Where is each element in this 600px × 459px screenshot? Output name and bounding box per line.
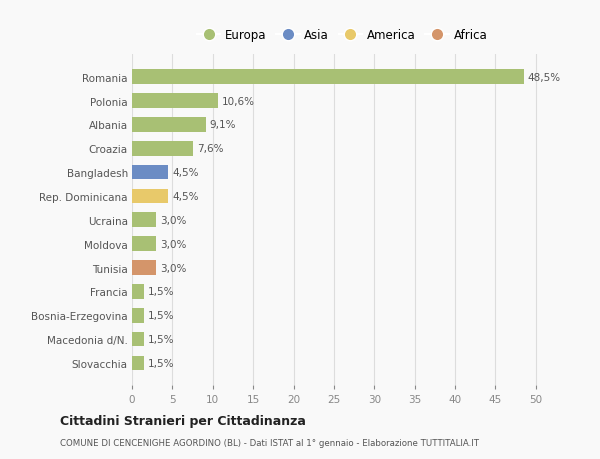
Bar (132, 165, 169, 180)
Bar (132, 332, 144, 347)
Text: 1,5%: 1,5% (148, 334, 175, 344)
Text: 9,1%: 9,1% (209, 120, 236, 130)
Bar (132, 261, 156, 275)
Bar (132, 213, 156, 228)
Bar (132, 308, 144, 323)
Text: 4,5%: 4,5% (172, 191, 199, 202)
Text: 3,0%: 3,0% (160, 215, 187, 225)
Text: 7,6%: 7,6% (197, 144, 224, 154)
Legend: Europa, Asia, America, Africa: Europa, Asia, America, Africa (192, 25, 492, 47)
Bar (132, 94, 218, 109)
Text: Cittadini Stranieri per Cittadinanza: Cittadini Stranieri per Cittadinanza (60, 414, 306, 428)
Bar (132, 285, 144, 299)
Bar (132, 189, 169, 204)
Bar (132, 70, 524, 85)
Text: 48,5%: 48,5% (528, 73, 561, 83)
Bar (132, 141, 193, 156)
Text: 4,5%: 4,5% (172, 168, 199, 178)
Text: 1,5%: 1,5% (148, 311, 175, 320)
Text: 10,6%: 10,6% (221, 96, 254, 106)
Text: 3,0%: 3,0% (160, 239, 187, 249)
Text: 1,5%: 1,5% (148, 358, 175, 368)
Text: 3,0%: 3,0% (160, 263, 187, 273)
Bar (132, 237, 156, 252)
Bar (132, 356, 144, 370)
Bar (132, 118, 205, 133)
Text: COMUNE DI CENCENIGHE AGORDINO (BL) - Dati ISTAT al 1° gennaio - Elaborazione TUT: COMUNE DI CENCENIGHE AGORDINO (BL) - Dat… (60, 438, 479, 447)
Text: 1,5%: 1,5% (148, 287, 175, 297)
